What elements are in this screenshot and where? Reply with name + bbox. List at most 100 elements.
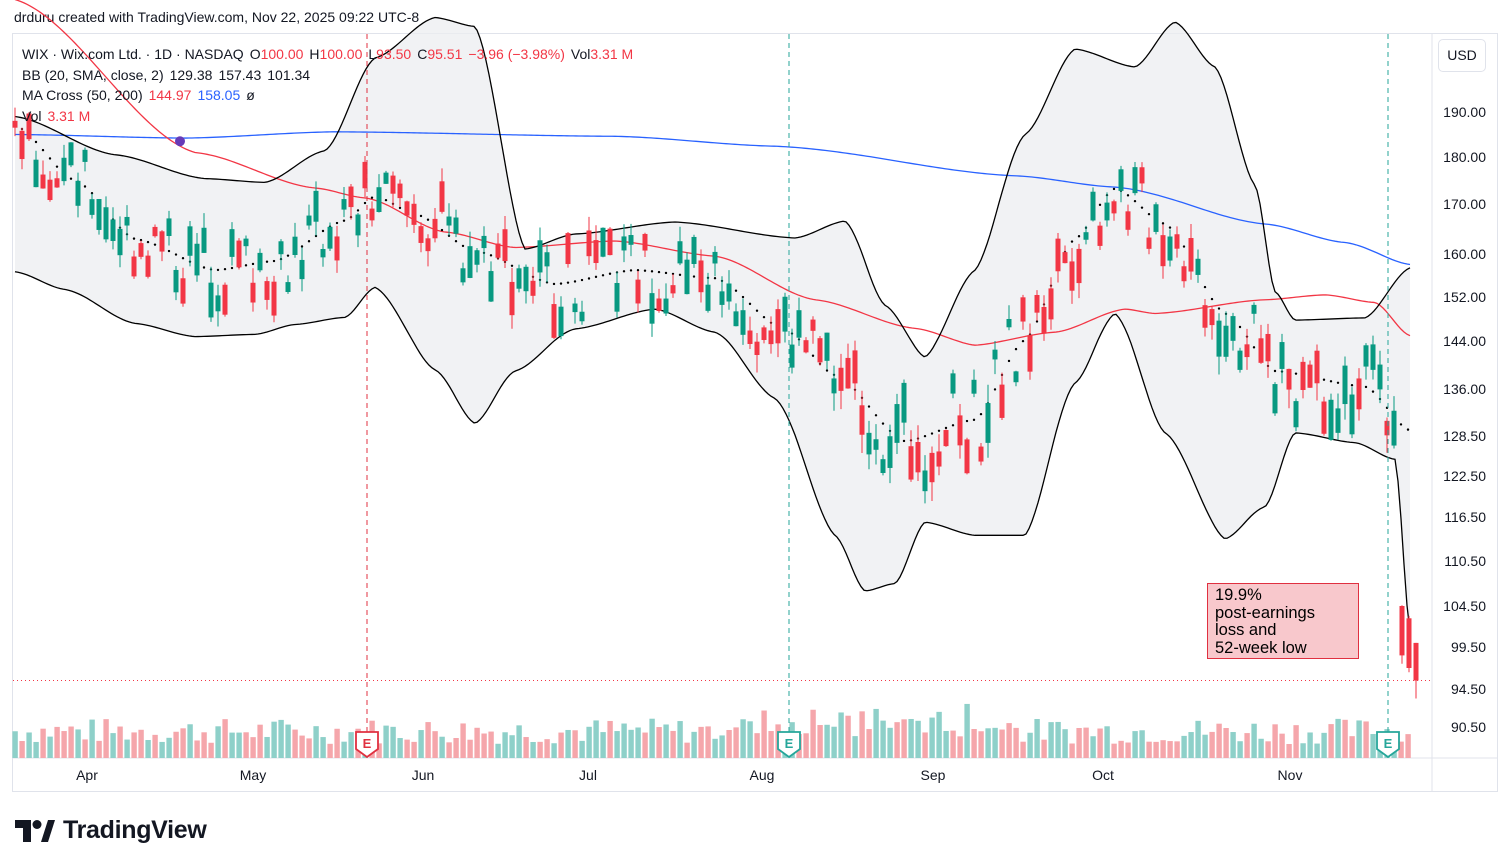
bb-middle-dot	[1182, 245, 1186, 248]
candle-body	[866, 432, 872, 455]
volume-bar	[1167, 741, 1173, 758]
tradingview-logo[interactable]: TradingView	[15, 816, 207, 845]
bb-middle-dot	[461, 244, 465, 248]
volume-bar	[1111, 743, 1117, 758]
candle	[789, 328, 795, 374]
bb-middle-dot	[762, 315, 766, 319]
candle	[726, 270, 732, 310]
volume-bar	[47, 736, 53, 758]
volume-bar	[131, 732, 137, 758]
volume-bar	[761, 710, 767, 758]
volume-bar	[873, 708, 879, 758]
candle	[418, 222, 424, 253]
bb-middle-dot	[1070, 240, 1074, 243]
month-tick-label: Jul	[579, 767, 597, 783]
bb-middle-dot	[1252, 346, 1256, 349]
candle	[859, 390, 865, 454]
ma50-value: 144.97	[148, 87, 192, 103]
candle	[446, 203, 452, 236]
volume-bar	[61, 731, 67, 758]
bb-middle-dot	[48, 157, 52, 160]
bb-middle-dot	[748, 302, 752, 306]
volume-bars	[12, 703, 1411, 758]
candle-body	[1216, 320, 1222, 357]
candle-body	[1111, 201, 1117, 214]
month-tick-label: Nov	[1278, 767, 1303, 783]
currency-button[interactable]: USD	[1438, 39, 1486, 72]
candle-body	[404, 201, 410, 216]
candle-body	[355, 214, 361, 236]
vol-indicator-label[interactable]: Vol	[22, 107, 42, 124]
candle-body	[159, 231, 165, 252]
candle-body	[341, 199, 347, 210]
bb-mid-value: 129.38	[169, 66, 213, 83]
volume-bar	[1370, 734, 1376, 758]
ma-cross-marker	[175, 136, 185, 147]
volume-bar	[1363, 721, 1369, 758]
candle-body	[1265, 333, 1271, 362]
candle-body	[1300, 361, 1306, 390]
bb-middle-dot	[1364, 385, 1368, 389]
volume-bar	[341, 741, 347, 758]
candle	[1321, 396, 1327, 436]
volume-bar	[838, 712, 844, 758]
candle	[1391, 396, 1397, 449]
volume-bar	[89, 719, 95, 758]
bb-middle-dot	[1147, 212, 1151, 216]
candle-body	[117, 228, 123, 256]
candlesticks	[12, 107, 1419, 699]
volume-bar	[418, 730, 424, 758]
volume-bar	[670, 730, 676, 758]
volume-bar	[117, 726, 123, 758]
candle-body	[803, 340, 809, 353]
candle-body	[516, 268, 522, 289]
candle	[845, 343, 851, 389]
bb-label[interactable]: BB (20, SMA, close, 2)	[22, 66, 164, 83]
candle-body	[579, 311, 585, 322]
candle	[628, 223, 634, 257]
volume-bar	[467, 739, 473, 758]
candle-body	[33, 159, 39, 188]
candle-body	[565, 233, 571, 265]
bb-middle-dot	[1014, 347, 1018, 351]
volume-bar	[705, 726, 711, 758]
volume-bar	[677, 721, 683, 758]
volume-bar	[726, 729, 732, 758]
volume-bar	[404, 739, 410, 758]
volume-bar	[229, 732, 235, 758]
bb-middle-dot	[356, 209, 360, 212]
candle-body	[26, 113, 32, 140]
volume-bar	[432, 731, 438, 758]
volume-bar	[138, 729, 144, 758]
candle	[523, 264, 529, 304]
bb-middle-dot	[153, 243, 157, 246]
volume-bar	[831, 726, 837, 758]
candle-body	[768, 330, 774, 345]
candle	[12, 107, 18, 137]
volume-bar	[152, 734, 158, 758]
volume-bar	[313, 726, 319, 758]
volume-bar	[1104, 726, 1110, 758]
ma-cross-label[interactable]: MA Cross (50, 200)	[22, 87, 143, 103]
candle	[75, 172, 81, 218]
price-tick-label: 160.00	[1443, 246, 1486, 262]
candle	[1251, 302, 1257, 324]
volume-bar	[894, 722, 900, 758]
candle	[600, 227, 606, 258]
candle-body	[859, 405, 865, 435]
bb-middle-dot	[573, 280, 577, 283]
volume-bar	[768, 731, 774, 758]
candle	[257, 248, 263, 273]
candle	[82, 147, 88, 172]
symbol-label[interactable]: WIX · Wix.com Ltd. · 1D · NASDAQ	[22, 46, 244, 62]
open-value: 100.00	[260, 46, 304, 62]
candle-body	[908, 446, 914, 480]
candle	[502, 216, 508, 268]
volume-bar	[208, 742, 214, 758]
earnings-flag-label: E	[785, 736, 794, 751]
candle	[1328, 393, 1334, 441]
candle-body	[334, 236, 340, 261]
candle-body	[467, 246, 473, 278]
bb-middle-dot	[1077, 235, 1081, 238]
